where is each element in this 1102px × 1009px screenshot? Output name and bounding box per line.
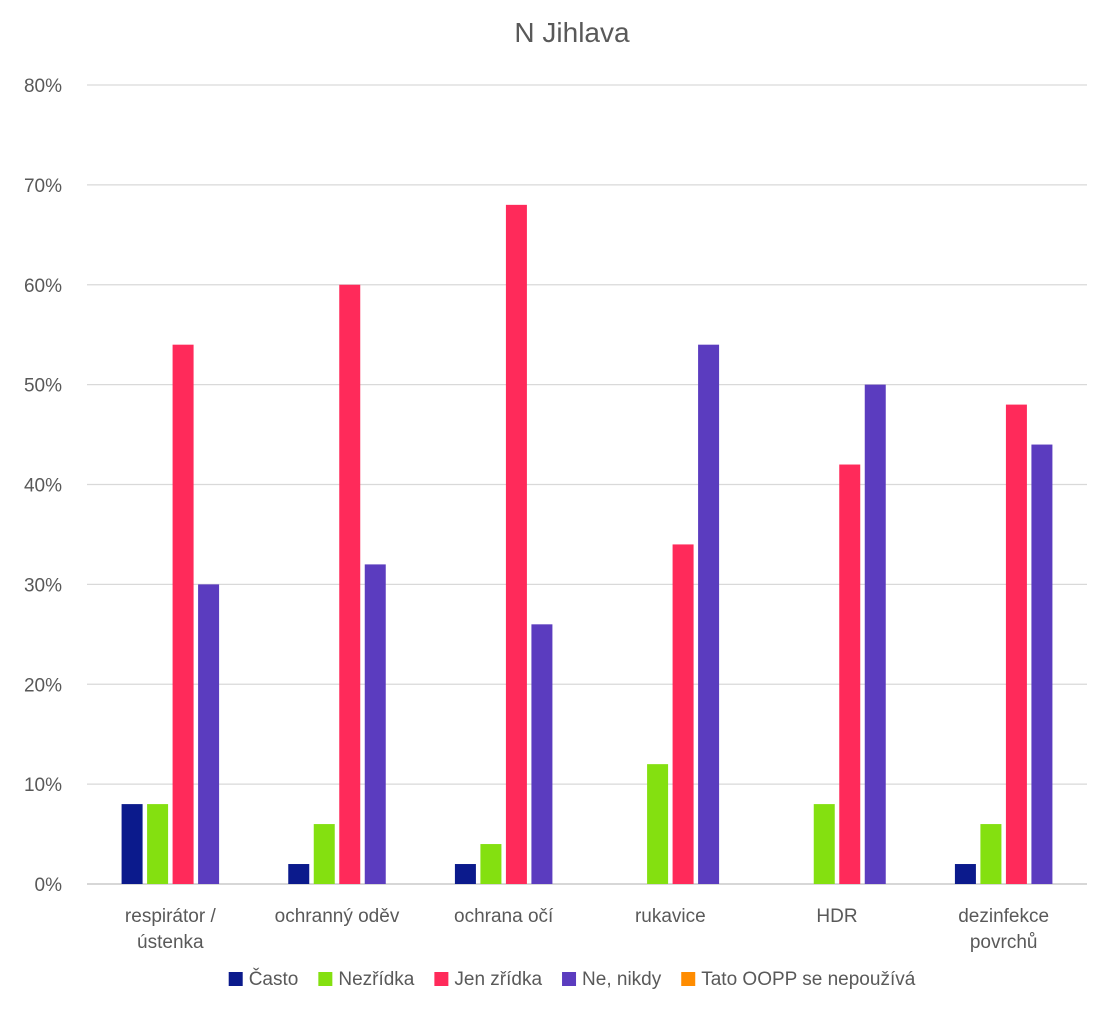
bar-ne-nikdy-0	[198, 584, 220, 884]
y-axis-ticks: 0% 10% 20% 30% 40% 50% 60% 70% 80%	[24, 76, 62, 896]
legend-swatch	[562, 972, 577, 986]
x-tick-label: dezinfekce povrchů	[958, 906, 1049, 953]
x-tick-label: HDR	[816, 906, 857, 927]
y-tick-label: 20%	[24, 675, 62, 696]
y-tick-label: 30%	[24, 575, 62, 596]
bar-ne-nikdy-5	[1031, 444, 1053, 884]
bar-nez-dka-5	[980, 824, 1002, 884]
y-tick-label: 50%	[24, 376, 62, 397]
chart-title: N Jihlava	[514, 17, 630, 48]
bar--asto-1	[288, 864, 310, 884]
bar-jen-z-dka-1	[339, 284, 361, 884]
y-tick-label: 70%	[24, 176, 62, 197]
legend-label: Jen zřídka	[454, 969, 542, 990]
bar--asto-5	[954, 864, 976, 884]
y-tick-label: 40%	[24, 476, 62, 497]
bar-nez-dka-3	[647, 764, 669, 884]
bar-ne-nikdy-4	[864, 384, 886, 884]
bar-jen-z-dka-5	[1005, 404, 1027, 884]
bar-ne-nikdy-3	[698, 344, 720, 884]
bar-ne-nikdy-1	[364, 564, 386, 884]
bar-jen-z-dka-3	[672, 544, 694, 884]
y-tick-label: 10%	[24, 775, 62, 796]
legend-swatch	[228, 972, 243, 986]
x-tick-label: ochranný oděv	[275, 906, 400, 927]
legend-swatch	[318, 972, 333, 986]
x-axis-labels: respirátor / ústenka ochranný oděv ochrana …	[125, 906, 1049, 953]
legend-label: Tato OOPP se nepoužívá	[701, 969, 915, 990]
legend-label: Ne, nikdy	[582, 969, 662, 990]
bar-nez-dka-1	[313, 824, 335, 884]
bar-jen-z-dka-0	[172, 344, 194, 884]
legend-label: Často	[249, 968, 299, 990]
bar--asto-2	[454, 864, 476, 884]
y-tick-label: 0%	[35, 875, 63, 896]
legend-label: Nezřídka	[338, 969, 414, 990]
y-tick-label: 80%	[24, 76, 62, 97]
legend-swatch	[681, 972, 696, 986]
bar-nez-dka-2	[480, 844, 502, 884]
legend-swatch	[434, 972, 449, 986]
bar-jen-z-dka-2	[505, 204, 527, 885]
bar--asto-0	[121, 804, 143, 884]
x-tick-label: ochrana očí	[454, 906, 554, 927]
bar-jen-z-dka-4	[839, 464, 861, 884]
gridlines	[87, 84, 1087, 885]
y-tick-label: 60%	[24, 276, 62, 297]
x-tick-label: respirátor / ústenka	[125, 906, 217, 953]
bars	[121, 204, 1053, 885]
bar-nez-dka-4	[813, 804, 835, 884]
bar-nez-dka-0	[147, 804, 169, 884]
legend: Často Nezřídka Jen zřídka Ne, nikdy Tato OOP…	[228, 968, 916, 990]
bar-ne-nikdy-2	[531, 624, 553, 884]
x-tick-label: rukavice	[635, 906, 706, 927]
